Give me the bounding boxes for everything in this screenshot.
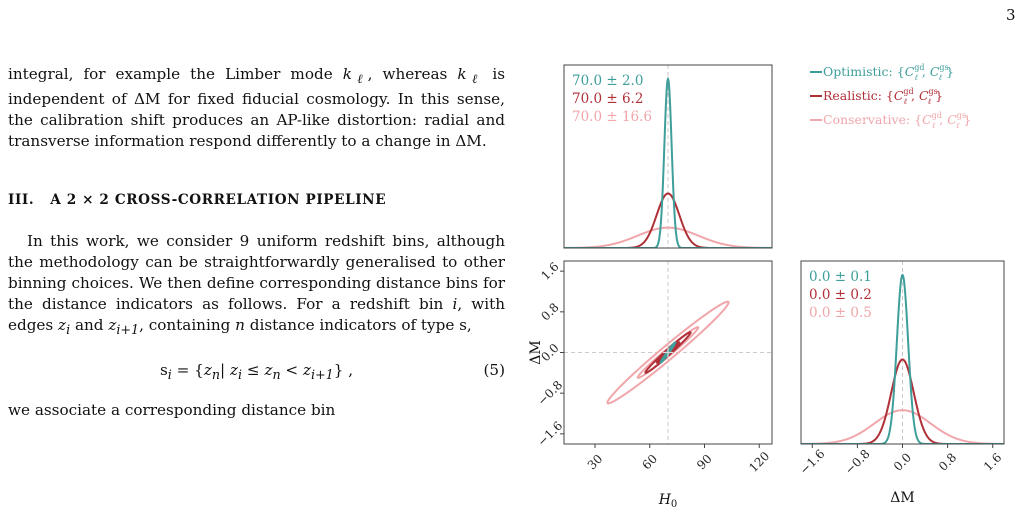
h0-annotation-realistic: 70.0 ± 6.2 xyxy=(572,91,643,107)
legend-sub: ℓ xyxy=(915,73,919,82)
h0-annotation-optimistic: 70.0 ± 2.0 xyxy=(572,73,643,89)
legend-sup: gs xyxy=(939,63,948,72)
dm-annotation-conservative: 0.0 ± 0.5 xyxy=(809,305,872,321)
dm-marginal-optimistic xyxy=(801,273,1004,444)
legend-sup: gd xyxy=(932,111,942,120)
h0-marginal-optimistic xyxy=(564,76,772,248)
legend-sup: gd xyxy=(903,87,913,96)
dm-x-axis-label: ΔM xyxy=(890,490,914,506)
legend-brace: } xyxy=(935,88,943,103)
legend-c: C xyxy=(930,64,940,79)
dm-marginal-realistic xyxy=(801,358,1004,444)
legend-sup: gd xyxy=(914,63,924,72)
legend-brace: } xyxy=(946,64,954,79)
h0-marginal-curves xyxy=(564,76,772,248)
legend-c: C xyxy=(919,88,929,103)
legend-label: Realistic: xyxy=(823,88,886,103)
joint-contours xyxy=(606,300,730,405)
legend-entry-conservative: Conservative: {Cgd ℓ, Cgs ℓ} xyxy=(823,111,971,130)
legend-c: C xyxy=(947,112,957,127)
legend-sub: ℓ xyxy=(932,121,936,130)
dm-annotation-realistic: 0.0 ± 0.2 xyxy=(809,287,872,303)
h0-tick-label: 30 xyxy=(585,452,606,473)
equation-5: si = {zn| zi ≤ zn < zi+1} , (5) xyxy=(8,350,505,390)
h0-tick-label: 90 xyxy=(694,452,715,473)
legend-label: Optimistic: xyxy=(823,64,897,79)
h0-annotation-conservative: 70.0 ± 16.6 xyxy=(572,109,652,125)
legend-brace: } xyxy=(963,112,971,127)
legend-sub: ℓ xyxy=(904,97,908,106)
h0-marginal-realistic xyxy=(564,192,772,248)
legend-sub: ℓ xyxy=(956,121,960,130)
h0-marginal-panel-frame xyxy=(563,64,773,249)
paragraph-1: integral, for example the Limber mode kℓ… xyxy=(8,65,506,151)
dm-x-tick-label: 0.0 xyxy=(891,450,914,473)
legend-sub: ℓ xyxy=(939,73,943,82)
dm-marginal-conservative xyxy=(801,409,1004,444)
paragraph-2: In this work, we consider 9 uniform reds… xyxy=(8,232,505,338)
legend-brace: { xyxy=(914,112,922,127)
dm-y-tick-label: 1.6 xyxy=(538,259,561,282)
dm-x-tick-label: 0.8 xyxy=(936,450,959,473)
contour-conservative-2sigma xyxy=(606,300,730,405)
legend-brace: { xyxy=(897,64,905,79)
legend-sup: gs xyxy=(957,111,966,120)
h0-axis-label-main: H xyxy=(658,492,672,508)
h0-marginal-conservative xyxy=(564,226,772,248)
equation-number: (5) xyxy=(483,361,505,380)
dm-x-tick-label: 1.6 xyxy=(981,450,1004,473)
dm-annotation-optimistic: 0.0 ± 0.1 xyxy=(809,269,872,285)
legend-c: C xyxy=(894,88,904,103)
dm-y-tick-label: 0.8 xyxy=(538,300,561,323)
section-heading: III. A 2 × 2 CROSS-CORRELATION PIPELINE xyxy=(8,192,387,209)
paragraph-3: we associate a corresponding distance bi… xyxy=(8,401,336,420)
dm-x-tick-label: −1.6 xyxy=(797,447,828,478)
legend-comma: , xyxy=(911,88,919,103)
legend-entry-realistic: Realistic: {Cgd ℓ, Cgs ℓ} xyxy=(823,87,943,106)
legend-entry-optimistic: Optimistic: {Cgd ℓ, Cgs ℓ} xyxy=(823,63,954,82)
h0-tick-label: 60 xyxy=(639,452,660,473)
contour-optimistic-2sigma xyxy=(659,341,677,364)
legend-comma: , xyxy=(939,112,947,127)
h0-tick-label: 120 xyxy=(746,449,772,475)
dm-marginal-curves xyxy=(801,273,1004,444)
legend-comma: , xyxy=(922,64,930,79)
h0-axis-label-sub: 0 xyxy=(671,499,677,510)
legend-c: C xyxy=(905,64,915,79)
legend-sub: ℓ xyxy=(928,97,932,106)
legend-label: Conservative: xyxy=(823,112,914,127)
dm-x-tick-label: −0.8 xyxy=(842,447,873,478)
legend-c: C xyxy=(922,112,932,127)
legend-sup: gs xyxy=(929,87,938,96)
legend-brace: { xyxy=(886,88,894,103)
h0-axis-label: H0 xyxy=(658,492,678,510)
body-text: integral, for example the Limber mode kℓ… xyxy=(8,64,505,421)
page-number: 3 xyxy=(1006,6,1016,24)
equation-body: si = {zn| zi ≤ zn < zi+1} , xyxy=(159,361,354,383)
contour-realistic-2sigma xyxy=(644,331,692,374)
dm-y-axis-label: ΔM xyxy=(528,340,544,364)
